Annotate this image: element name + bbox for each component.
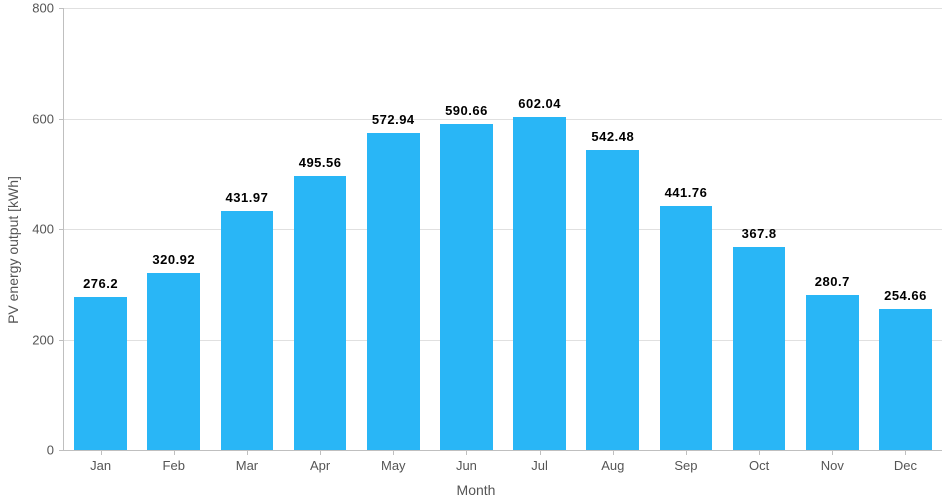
bar bbox=[879, 309, 932, 450]
pv-energy-bar-chart: PV energy output [kWh] 0 200 400 600 800 276… bbox=[0, 0, 952, 500]
bar-slot: 254.66 bbox=[869, 8, 942, 450]
bar bbox=[660, 206, 713, 450]
y-tick-label: 0 bbox=[47, 443, 64, 458]
bar bbox=[806, 295, 859, 450]
y-tick-label: 600 bbox=[32, 111, 64, 126]
bar-value-label: 431.97 bbox=[226, 190, 269, 205]
bar-value-label: 367.8 bbox=[742, 226, 777, 241]
x-category-label: Oct bbox=[723, 450, 796, 473]
plot-area: 0200400600800 276.2320.92431.97495.56572… bbox=[64, 8, 942, 450]
bar bbox=[586, 150, 639, 450]
y-axis-label-text: PV energy output [kWh] bbox=[5, 176, 21, 324]
bar-slot: 590.66 bbox=[430, 8, 503, 450]
x-category-label: Jul bbox=[503, 450, 576, 473]
bars-container: 276.2 320.92 431.97 495.56 572.94 590.66 602.0… bbox=[64, 8, 942, 450]
bar-value-label: 602.04 bbox=[518, 96, 561, 111]
bar bbox=[513, 117, 566, 450]
y-tick-label: 400 bbox=[32, 222, 64, 237]
x-category-label: Feb bbox=[137, 450, 210, 473]
bar bbox=[294, 176, 347, 450]
bar-slot: 367.8 bbox=[723, 8, 796, 450]
bar-slot: 602.04 bbox=[503, 8, 576, 450]
x-category-label: Aug bbox=[576, 450, 649, 473]
bar-value-label: 280.7 bbox=[815, 274, 850, 289]
bar-value-label: 542.48 bbox=[591, 129, 634, 144]
bar bbox=[440, 124, 493, 450]
bar-value-label: 572.94 bbox=[372, 112, 415, 127]
bar-slot: 431.97 bbox=[210, 8, 283, 450]
bar-value-label: 495.56 bbox=[299, 155, 342, 170]
x-category-label: Apr bbox=[284, 450, 357, 473]
bar bbox=[74, 297, 127, 450]
x-axis-label: Month bbox=[0, 482, 952, 498]
x-category-label: Dec bbox=[869, 450, 942, 473]
bar-slot: 441.76 bbox=[649, 8, 722, 450]
x-categories: JanFebMarAprMayJunJulAugSepOctNovDec bbox=[64, 450, 942, 473]
bar-value-label: 590.66 bbox=[445, 103, 488, 118]
bar-value-label: 320.92 bbox=[152, 252, 195, 267]
x-category-label: Jun bbox=[430, 450, 503, 473]
bar-slot: 320.92 bbox=[137, 8, 210, 450]
bar-slot: 495.56 bbox=[284, 8, 357, 450]
x-category-label: Sep bbox=[649, 450, 722, 473]
bar-value-label: 254.66 bbox=[884, 288, 927, 303]
bar-slot: 280.7 bbox=[796, 8, 869, 450]
x-category-label: Jan bbox=[64, 450, 137, 473]
bar bbox=[733, 247, 786, 450]
y-tick-label: 800 bbox=[32, 1, 64, 16]
bar-slot: 572.94 bbox=[357, 8, 430, 450]
bar bbox=[147, 273, 200, 450]
x-category-label: Mar bbox=[210, 450, 283, 473]
y-axis-label: PV energy output [kWh] bbox=[0, 0, 25, 500]
y-tick-label: 200 bbox=[32, 332, 64, 347]
bar-value-label: 441.76 bbox=[665, 185, 708, 200]
bar-slot: 542.48 bbox=[576, 8, 649, 450]
bar bbox=[367, 133, 420, 450]
x-category-label: Nov bbox=[796, 450, 869, 473]
bar-slot: 276.2 bbox=[64, 8, 137, 450]
x-category-label: May bbox=[357, 450, 430, 473]
bar-value-label: 276.2 bbox=[83, 276, 118, 291]
bar bbox=[221, 211, 274, 450]
